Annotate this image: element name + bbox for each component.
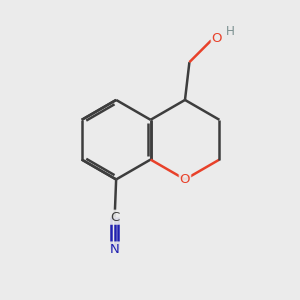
Text: H: H — [226, 25, 235, 38]
Text: O: O — [180, 173, 190, 186]
Text: N: N — [110, 242, 119, 256]
Text: O: O — [211, 32, 222, 45]
Text: C: C — [110, 211, 119, 224]
